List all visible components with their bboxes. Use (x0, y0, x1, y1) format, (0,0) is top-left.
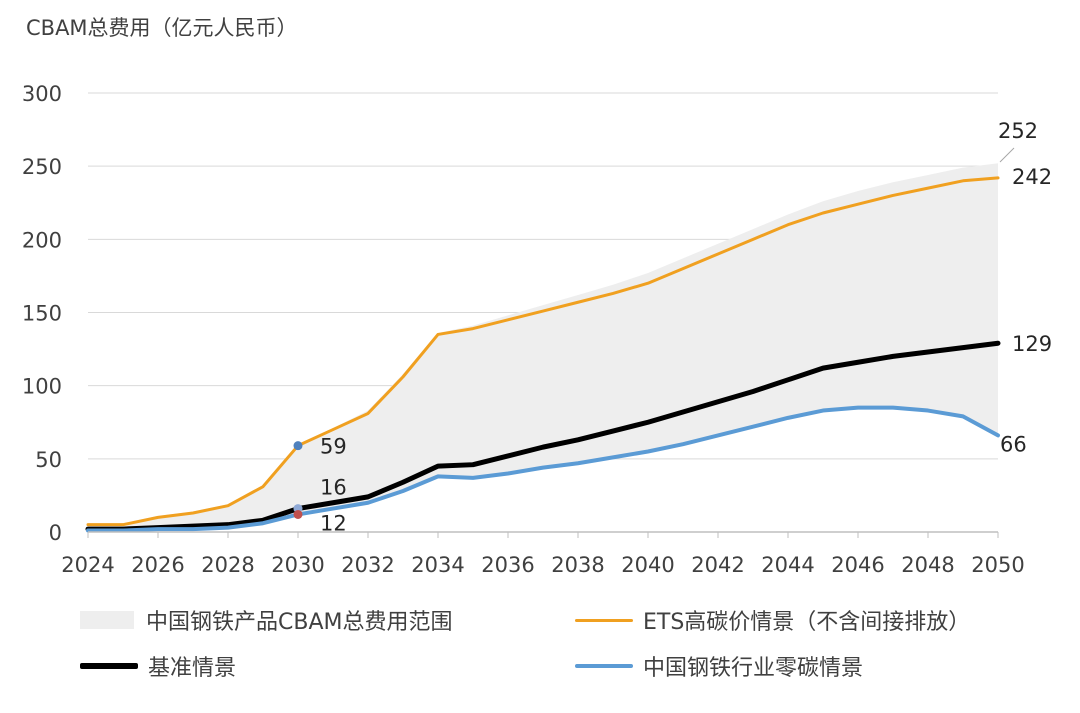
legend-swatch-baseline (80, 663, 138, 669)
legend-swatch-range (80, 611, 134, 629)
legend-swatch-ets (575, 618, 633, 622)
x-tick-label-2026: 2026 (131, 553, 184, 577)
legend-label-zero: 中国钢铁行业零碳情景 (643, 656, 864, 681)
y-tick-label-150: 150 (22, 302, 62, 326)
annotations: 59 16 12 252 242 129 66 (293, 119, 1052, 535)
legend-item-ets: ETS高碳价情景（不含间接排放） (575, 604, 970, 636)
x-tick-label-2038: 2038 (551, 553, 604, 577)
legend-item-range: 中国钢铁产品CBAM总费用范围 (80, 604, 453, 636)
annotation-label-129: 129 (1012, 332, 1052, 356)
x-tick-label-2030: 2030 (271, 553, 324, 577)
legend-label-baseline: 基准情景 (148, 656, 237, 681)
x-axis: 2024 2026 2028 2030 2032 2034 2036 2038 2040 2042… (61, 531, 1025, 577)
y-tick-label-200: 200 (22, 228, 62, 252)
chart-title: CBAM总费用（亿元人民币） (26, 16, 298, 40)
x-tick-label-2028: 2028 (201, 553, 254, 577)
annotation-label-252: 252 (998, 119, 1038, 143)
y-tick-label-100: 100 (22, 375, 62, 399)
x-tick-label-2048: 2048 (901, 553, 954, 577)
y-tick-label-50: 50 (35, 448, 62, 472)
range-area (88, 163, 998, 531)
x-tick-label-2044: 2044 (761, 553, 814, 577)
series-line-0 (86, 176, 1000, 527)
x-tick-label-2024: 2024 (61, 553, 114, 577)
series-line-2 (86, 405, 1000, 533)
y-tick-label-0: 0 (49, 521, 62, 545)
y-axis: 0 50 100 150 200 250 300 (22, 82, 62, 545)
annotation-leader-252 (999, 147, 1015, 163)
annotation-label-59: 59 (320, 435, 347, 459)
series-line-1 (85, 340, 1001, 532)
x-tick-label-2036: 2036 (481, 553, 534, 577)
y-tick-label-300: 300 (22, 82, 62, 106)
cbam-cost-chart: 2024 2026 2028 2030 2032 2034 2036 2038 2040 2042… (22, 82, 1052, 577)
annotation-label-242: 242 (1012, 165, 1052, 189)
annotation-marker-59 (293, 441, 303, 451)
legend-item-baseline: 基准情景 (80, 650, 236, 682)
x-tick-label-2032: 2032 (341, 553, 394, 577)
x-tick-label-2050: 2050 (971, 553, 1024, 577)
annotation-label-66: 66 (1000, 432, 1027, 456)
legend-label-range: 中国钢铁产品CBAM总费用范围 (146, 610, 453, 635)
annotation-label-12: 12 (320, 511, 347, 535)
x-tick-label-2040: 2040 (621, 553, 674, 577)
legend-swatch-zero (575, 664, 633, 668)
legend-item-zero: 中国钢铁行业零碳情景 (575, 650, 863, 682)
annotation-label-16: 16 (320, 476, 347, 500)
x-tick-label-2042: 2042 (691, 553, 744, 577)
x-tick-label-2046: 2046 (831, 553, 884, 577)
annotation-marker-12 (293, 509, 303, 519)
y-tick-label-250: 250 (22, 155, 62, 179)
x-tick-label-2034: 2034 (411, 553, 464, 577)
legend-label-ets: ETS高碳价情景（不含间接排放） (643, 610, 971, 635)
range-area-fill (88, 163, 998, 531)
series-lines (85, 176, 1001, 533)
